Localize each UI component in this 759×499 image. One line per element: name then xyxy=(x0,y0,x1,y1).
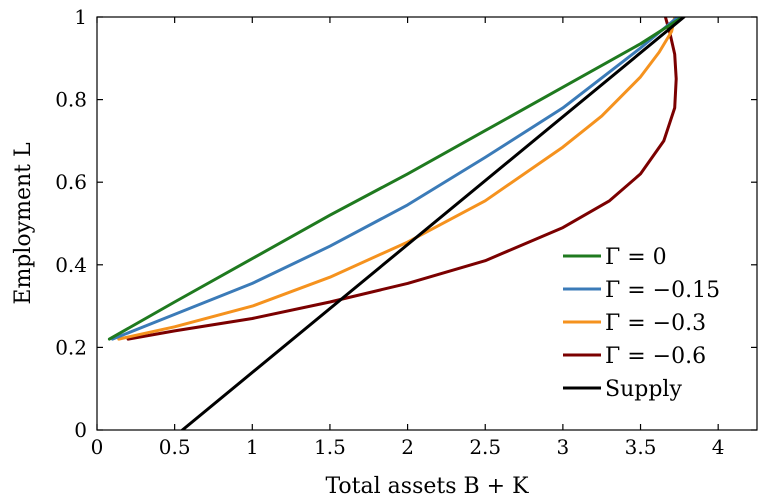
legend-label: Supply xyxy=(605,377,682,402)
y-tick-label: 0.2 xyxy=(55,335,87,359)
series-line-3 xyxy=(126,17,678,341)
x-tick-label: 4 xyxy=(712,435,725,459)
y-axis: 0 0.2 0.4 0.6 0.8 1 xyxy=(55,5,757,442)
y-tick-label: 0.4 xyxy=(55,253,87,277)
x-axis-title: Total assets B + K xyxy=(325,474,529,499)
x-tick-label: 0.5 xyxy=(159,435,191,459)
x-tick-label: 3.5 xyxy=(625,435,657,459)
series-line-4 xyxy=(180,17,686,430)
x-tick-label: 1.5 xyxy=(314,435,346,459)
y-tick-label: 0.8 xyxy=(55,88,87,112)
x-tick-label: 2 xyxy=(401,435,414,459)
legend: Γ = 0 Γ = −0.15 Γ = −0.3 Γ = −0.6 Supply xyxy=(555,236,751,409)
plot-series xyxy=(107,17,686,430)
x-tick-label: 0 xyxy=(91,435,104,459)
y-tick-label: 0.6 xyxy=(55,170,87,194)
legend-label: Γ = 0 xyxy=(605,245,667,270)
y-axis-title: Employment L xyxy=(11,142,36,305)
legend-label: Γ = −0.15 xyxy=(605,278,720,303)
y-tick-label: 0 xyxy=(74,418,87,442)
plot-frame xyxy=(96,16,758,431)
x-tick-label: 2.5 xyxy=(469,435,501,459)
legend-label: Γ = −0.3 xyxy=(605,311,706,336)
x-axis: 0 0.5 1 1.5 2 2.5 3 3.5 4 xyxy=(91,17,725,459)
x-tick-label: 3 xyxy=(557,435,570,459)
series-line-0 xyxy=(107,17,684,341)
legend-label: Γ = −0.6 xyxy=(605,344,706,369)
x-tick-label: 1 xyxy=(246,435,259,459)
series-line-1 xyxy=(111,17,680,341)
series-line-2 xyxy=(117,17,677,341)
y-tick-label: 1 xyxy=(74,5,87,29)
